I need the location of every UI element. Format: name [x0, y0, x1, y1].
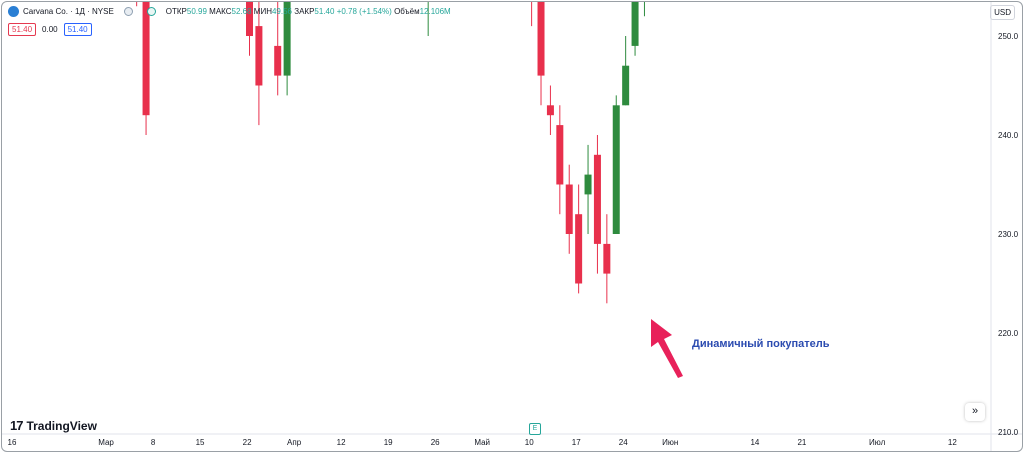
open-value: 50.99 — [186, 7, 207, 16]
candle-body — [142, 2, 150, 116]
time-tick-label: 8 — [151, 438, 156, 447]
candle-body — [246, 2, 253, 36]
time-tick-label: Май — [474, 438, 490, 447]
candle-body — [631, 2, 639, 46]
time-tick-label: 22 — [243, 438, 252, 447]
annotation-arrow-shape — [651, 319, 683, 378]
tradingview-logo: 17 TradingView — [10, 418, 97, 433]
symbol-legend: Carvana Co. · 1Д · NYSE ОТКР50.99 МАКС52… — [8, 6, 451, 17]
ohlc-values: ОТКР50.99 МАКС52.68 МИН49.56 ЗАКР51.40 +… — [166, 7, 451, 16]
open-label: ОТКР — [165, 7, 187, 16]
annotation-label: Динамичный покупатель — [692, 338, 830, 350]
carvana-logo-icon — [8, 6, 19, 17]
candle-body — [584, 174, 592, 195]
candle-body — [603, 243, 611, 274]
low-label: МИН — [253, 7, 272, 16]
price-tick-label: 240.0 — [998, 131, 1019, 140]
currency-button[interactable]: USD — [990, 5, 1015, 20]
time-tick-label: 26 — [431, 438, 440, 447]
price-tick-label: 220.0 — [998, 329, 1019, 338]
candle-body — [255, 26, 263, 86]
annotation-arrow-icon — [651, 319, 683, 378]
spread-value: 0.00 — [42, 25, 58, 34]
time-tick-label: 21 — [797, 438, 806, 447]
volume-value: 12.106M — [419, 7, 451, 16]
buy-button[interactable]: 51.40 — [63, 23, 92, 36]
time-tick-label: 12 — [948, 438, 957, 447]
brand-name: TradingView — [26, 418, 97, 433]
time-tick-label: Июн — [662, 438, 678, 447]
time-tick-label: Июл — [869, 438, 886, 447]
price-tick-label: 250.0 — [998, 32, 1019, 41]
close-label: ЗАКР — [294, 7, 315, 16]
candle-body — [612, 105, 620, 234]
candle-body — [283, 2, 291, 76]
time-tick-label: 15 — [196, 438, 205, 447]
candle-body — [565, 184, 573, 234]
time-tick-label: 10 — [525, 438, 534, 447]
volume-label: Объём — [394, 7, 420, 16]
price-tick-label: 230.0 — [998, 230, 1019, 239]
low-value: 49.56 — [271, 7, 293, 16]
high-value: 52.68 — [231, 7, 252, 16]
time-tick-label: 17 — [572, 438, 581, 447]
scroll-to-realtime-button[interactable]: » — [965, 403, 985, 421]
change-value: +0.78 (+1.54%) — [336, 7, 392, 16]
time-tick-label: 12 — [337, 438, 346, 447]
time-tick-label: Мар — [98, 438, 114, 447]
earnings-icon[interactable]: E — [529, 423, 541, 435]
time-tick-label: 14 — [750, 438, 759, 447]
candle-body — [622, 65, 630, 106]
close-value: 51.40 — [314, 7, 335, 16]
time-tick-label: 16 — [8, 438, 17, 447]
symbol-title[interactable]: Carvana Co. · 1Д · NYSE — [23, 7, 114, 16]
candle-body — [546, 105, 554, 116]
candle-body — [593, 154, 601, 244]
price-tick-label: 210.0 — [998, 428, 1019, 437]
sell-button[interactable]: 51.40 — [8, 23, 37, 36]
time-tick-label: 24 — [619, 438, 628, 447]
candle-body — [575, 214, 583, 284]
status-dot-icon — [123, 7, 133, 16]
tradingview-logo-icon: 17 — [10, 418, 24, 433]
candle-body — [537, 2, 545, 76]
trade-buttons: 51.40 0.00 51.40 — [8, 23, 92, 36]
time-tick-label: Апр — [287, 438, 302, 447]
candle-body — [274, 45, 282, 76]
candle-body — [556, 125, 564, 185]
time-tick-label: 19 — [384, 438, 393, 447]
market-status-icon — [146, 7, 156, 16]
high-label: МАКС — [209, 7, 232, 16]
